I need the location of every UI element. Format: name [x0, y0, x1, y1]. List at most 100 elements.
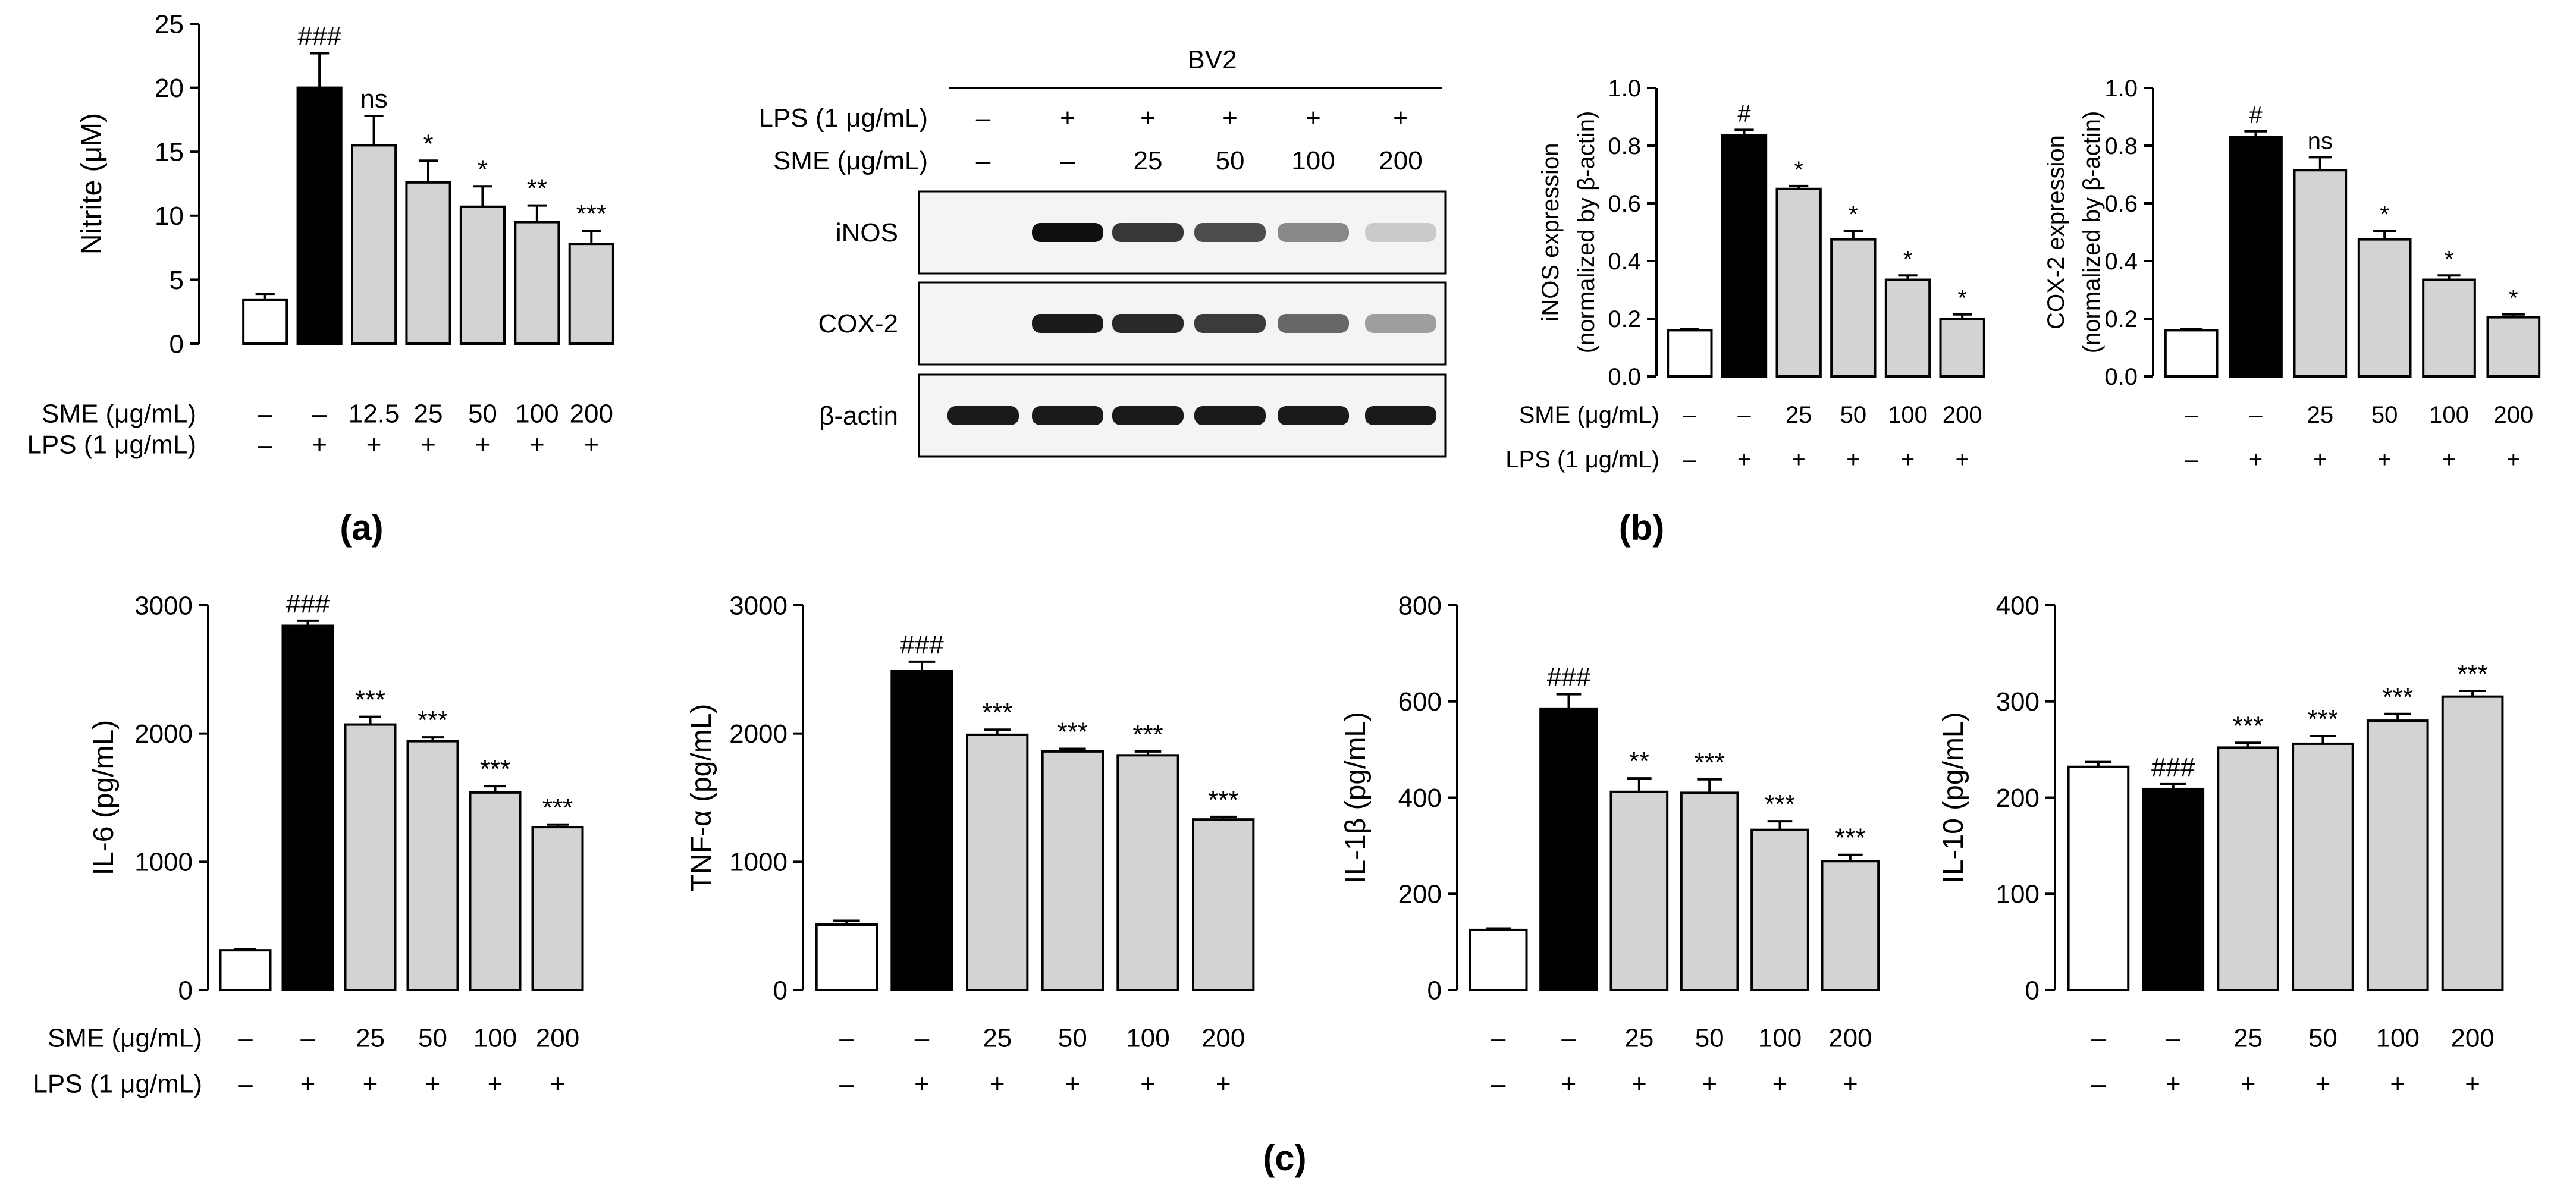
il6-y-tick-label: 1000 [134, 848, 193, 877]
blot-band [1194, 406, 1266, 425]
cox2-y-tick-label: 0.2 [2104, 306, 2138, 332]
tnfa-lps-status-label: + [1065, 1069, 1080, 1098]
tnfa-lps-status-label: + [990, 1069, 1005, 1098]
il1b-sme-dose-label: 25 [1624, 1023, 1653, 1052]
blot-lps-lane-label: + [1140, 103, 1156, 133]
inos-significance-label: * [1903, 246, 1913, 272]
il6-bar [281, 624, 334, 992]
nitrite-bar [514, 221, 560, 345]
tnfa-y-tick-label: 0 [773, 976, 787, 1005]
western-blot: BV2 LPS (1 μg/mL) SME (μg/mL) – + + + + + – – 2… [758, 45, 1447, 458]
nitrite-sme-dose-label: 12.5 [349, 399, 400, 428]
nitrite-significance-label: ### [297, 21, 341, 51]
tnfa-y-tick-label: 3000 [729, 591, 787, 620]
nitrite-lps-status-label: + [366, 430, 382, 459]
il6-lps-status-label: + [425, 1069, 441, 1098]
il6-significance-label: *** [355, 686, 385, 715]
cox2-y-axis-subtitle: (normalized by β-actin) [2079, 111, 2105, 354]
il1b-lps-status-label: – [1491, 1069, 1506, 1098]
cox2-y-tick-label: 1.0 [2104, 76, 2138, 102]
inos-lps-status-label: + [1846, 447, 1860, 473]
cox2-sme-dose-label: 25 [2307, 402, 2334, 428]
nitrite-sme-dose-label: 100 [515, 399, 559, 428]
il1b-significance-label: ** [1629, 747, 1649, 776]
il1b-y-tick-label: 800 [1398, 591, 1442, 620]
il10-significance-label: ### [2151, 753, 2195, 782]
nitrite-lps-status-label: – [258, 430, 272, 459]
inos-y-tick-label: 1.0 [1608, 76, 1641, 102]
il10-significance-label: *** [2308, 705, 2338, 734]
blot-band [1112, 314, 1184, 333]
inos-y-tick-label: 0.6 [1608, 191, 1641, 217]
inos-lps-status-label: + [1901, 447, 1915, 473]
blot-band [1194, 223, 1266, 242]
il6-y-tick-label: 0 [178, 976, 193, 1005]
inos-sme-dose-label: 25 [1786, 402, 1812, 428]
cox2-sme-dose-label: 50 [2371, 402, 2398, 428]
nitrite-lps-status-label: + [529, 430, 545, 459]
il10-sme-dose-label: 100 [2376, 1023, 2420, 1052]
tnfa-bar [815, 923, 878, 992]
il10-bar [2217, 746, 2279, 991]
nitrite-y-tick-label: 5 [170, 266, 184, 295]
il10-y-tick-label: 300 [1996, 687, 2040, 716]
cox2-significance-label: * [2445, 246, 2454, 272]
blot-sme-lane-label: 100 [1291, 146, 1335, 175]
tnfa-bar [1116, 754, 1179, 991]
il6-y-tick-label: 2000 [134, 719, 193, 749]
il10-bar [2292, 742, 2354, 992]
il1b-y-tick-label: 200 [1398, 880, 1442, 909]
blot-band [1278, 314, 1349, 333]
cox2-lps-status-label: + [2506, 447, 2520, 473]
il6-y-axis-title: IL-6 (pg/mL) [88, 720, 120, 875]
nitrite-sme-row-label: SME (μg/mL) [42, 399, 196, 428]
panel-label-c: (c) [1263, 1138, 1306, 1178]
il1b-lps-status-label: + [1772, 1069, 1788, 1098]
tnfa-y-axis-title: TNF-α (pg/mL) [686, 704, 717, 892]
il1b-sme-dose-label: – [1561, 1023, 1576, 1052]
tnfa-chart: 0 1000 2000 3000 TNF-α (pg/mL) – – ### – + *** 25 + *… [686, 591, 1255, 1098]
tnfa-lps-status-label: + [1216, 1069, 1231, 1098]
tnfa-sme-dose-label: 25 [983, 1023, 1012, 1052]
cox2-significance-label: * [2380, 202, 2389, 228]
il6-lps-status-label: – [238, 1069, 253, 1098]
il10-y-tick-label: 100 [1996, 880, 2040, 909]
il1b-bar [1680, 791, 1739, 991]
inos-chart: 0.0 0.2 0.4 0.6 0.8 1.0 iNOS expression (normal… [1505, 76, 1985, 473]
inos-sme-dose-label: 100 [1888, 402, 1928, 428]
il10-bar [2142, 787, 2205, 991]
il10-sme-dose-label: 200 [2451, 1023, 2494, 1052]
il6-significance-label: ### [286, 589, 330, 618]
blot-band [1112, 223, 1184, 242]
tnfa-bar [890, 669, 953, 991]
cox2-lps-status-label: + [2313, 447, 2327, 473]
nitrite-y-tick-label: 20 [155, 74, 184, 103]
il6-bar [344, 723, 397, 991]
inos-bar [1939, 318, 1985, 378]
cox2-sme-dose-label: 100 [2429, 402, 2469, 428]
nitrite-lps-status-label: + [421, 430, 436, 459]
inos-y-tick-label: 0.4 [1608, 249, 1641, 275]
il6-chart: 0 1000 2000 3000 IL-6 (pg/mL) SME (μg/mL) LPS … [33, 589, 584, 1098]
inos-significance-label: * [1849, 202, 1858, 228]
blot-band [1365, 223, 1436, 242]
cox2-lps-status-label: + [2377, 447, 2391, 473]
il10-chart: 0 100 200 300 400 IL-10 (pg/mL) – – ### – + *** 25 + *… [1938, 591, 2504, 1098]
il1b-y-tick-label: 600 [1398, 687, 1442, 716]
il6-lps-status-label: + [300, 1069, 316, 1098]
il6-bar [406, 740, 459, 992]
il1b-bar [1609, 790, 1669, 992]
cox2-significance-label: ns [2308, 128, 2333, 154]
il1b-bar [1750, 828, 1809, 992]
nitrite-significance-label: * [478, 155, 488, 184]
il6-sme-dose-label: 25 [356, 1023, 385, 1052]
blot-sme-label: SME (μg/mL) [773, 146, 928, 175]
nitrite-y-tick-label: 25 [155, 10, 184, 39]
nitrite-significance-label: *** [576, 200, 607, 229]
blot-header: BV2 [1187, 45, 1237, 74]
il10-significance-label: *** [2457, 659, 2487, 689]
il1b-chart: 0 200 400 600 800 IL-1β (pg/mL) – – ### – + ** 25 + **… [1340, 591, 1880, 1098]
tnfa-sme-dose-label: 100 [1126, 1023, 1169, 1052]
il6-lps-status-label: + [550, 1069, 566, 1098]
il1b-significance-label: *** [1835, 824, 1865, 853]
